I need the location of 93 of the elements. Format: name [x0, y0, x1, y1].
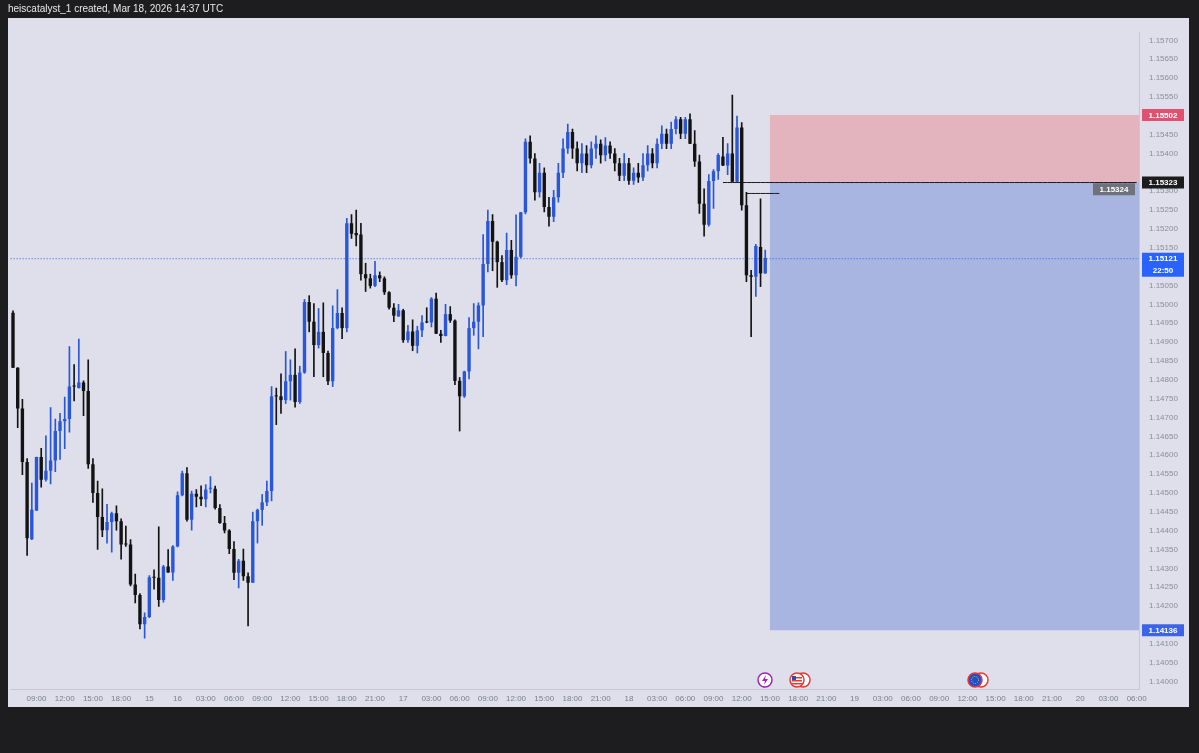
candlestick: [246, 572, 250, 627]
candlestick: [166, 549, 170, 573]
x-tick-label: 12:00: [54, 694, 76, 703]
y-tick-label: 1.14700: [1149, 412, 1179, 422]
y-tick-label: 1.14400: [1149, 525, 1179, 535]
candlestick: [77, 338, 81, 389]
y-tick-label: 1.15550: [1149, 92, 1179, 102]
x-tick-label: 09:00: [477, 694, 499, 703]
x-tick-label: 21:00: [816, 694, 837, 703]
x-tick-label: 15:00: [82, 694, 104, 703]
candlestick: [110, 511, 114, 553]
x-tick-label: 16: [173, 694, 183, 703]
y-tick-label: 1.14000: [1149, 676, 1179, 686]
x-tick-label: 15:00: [759, 694, 781, 703]
x-tick-label: 06:00: [900, 694, 922, 703]
x-tick-label: 06:00: [449, 694, 471, 703]
y-tick-label: 1.14350: [1149, 544, 1179, 554]
y-tick-label: 1.14136: [1148, 625, 1179, 635]
y-tick-label: 1.15000: [1149, 299, 1179, 309]
y-tick-label: 1.14500: [1149, 488, 1179, 498]
y-tick-label: 1.14750: [1149, 393, 1179, 403]
x-tick-label: 09:00: [26, 694, 48, 703]
y-tick-label: 1.15300: [1149, 186, 1179, 196]
y-tick-label: 1.14200: [1149, 601, 1179, 611]
y-tick-label: 1.15700: [1149, 35, 1179, 45]
y-tick-label: 1.14850: [1149, 356, 1179, 366]
x-tick-label: 21:00: [365, 694, 386, 703]
x-tick-label: 12:00: [957, 694, 978, 703]
y-tick-label: 1.14250: [1149, 582, 1179, 592]
band-label: 1.15324: [1099, 184, 1130, 194]
candlestick: [72, 364, 76, 402]
y-tick-label: 1.14050: [1149, 657, 1179, 667]
chart-title: heiscatalyst_1 created, Mar 18, 2026 14:37 UTC: [8, 3, 224, 14]
x-tick-label: 03:00: [872, 694, 894, 703]
y-tick-label: 1.15323: [1148, 178, 1179, 188]
y-tick-label: 1.14450: [1149, 506, 1179, 516]
candlestick: [425, 307, 429, 324]
x-tick-label: 20: [1075, 694, 1086, 703]
x-tick-label: 15: [144, 694, 155, 703]
candlestick: [279, 373, 283, 414]
y-tick-label: 1.14100: [1149, 638, 1179, 648]
x-tick-label: 03:00: [1098, 694, 1119, 703]
x-tick-label: 15:00: [308, 694, 330, 703]
y-tick-label: 1.14550: [1149, 469, 1179, 479]
candlestick: [105, 503, 109, 544]
candlestick: [260, 494, 264, 526]
x-tick-label: 03:00: [647, 694, 668, 703]
x-tick-label: 18:00: [788, 694, 809, 703]
x-tick-label: 09:00: [252, 694, 273, 703]
x-tick-label: 18:00: [111, 694, 132, 703]
x-tick-label: 12:00: [506, 694, 527, 703]
x-tick-label: 15:00: [534, 694, 555, 703]
x-tick-label: 06:00: [223, 694, 245, 703]
y-tick-label: 1.14950: [1149, 318, 1179, 328]
x-tick-label: 06:00: [1126, 694, 1148, 703]
x-tick-label: 18: [624, 694, 634, 703]
y-tick-label: 1.14800: [1149, 374, 1179, 384]
x-tick-label: 18:00: [336, 694, 358, 703]
candlestick: [44, 435, 48, 482]
x-tick-label: 21:00: [1042, 694, 1063, 703]
y-tick-label: 1.14300: [1149, 563, 1179, 573]
x-tick-label: 19: [850, 694, 860, 703]
y-tick-label: 1.15400: [1149, 148, 1179, 158]
y-tick-label: 1.15650: [1149, 54, 1179, 64]
candlestick: [58, 412, 62, 460]
candlestick: [152, 569, 156, 590]
x-tick-label: 12:00: [731, 694, 753, 703]
y-tick-label: 1.15600: [1149, 73, 1179, 83]
candlestick: [749, 270, 753, 338]
candlestick: [594, 135, 598, 159]
x-tick-label: 06:00: [675, 694, 696, 703]
x-tick-label: 03:00: [195, 694, 217, 703]
ref-line-label: 1.15121 22:50: [1148, 254, 1179, 276]
candlestick: [274, 387, 278, 425]
y-tick-label: 1.15150: [1149, 242, 1179, 252]
x-tick-label: 12:00: [280, 694, 301, 703]
x-tick-label: 21:00: [590, 694, 612, 703]
x-tick-label: 15:00: [985, 694, 1007, 703]
x-tick-label: 18:00: [562, 694, 584, 703]
x-tick-label: 17: [398, 694, 409, 703]
x-tick-label: 09:00: [703, 694, 725, 703]
y-tick-label: 1.14650: [1149, 431, 1179, 441]
y-tick-label: 1.15450: [1149, 129, 1179, 139]
y-tick-label: 1.15502: [1148, 110, 1179, 120]
y-tick-label: 1.14900: [1149, 337, 1179, 347]
candlestick: [439, 330, 443, 343]
y-tick-label: 1.15200: [1149, 224, 1179, 234]
x-tick-label: 09:00: [929, 694, 950, 703]
y-tick-label: 1.14600: [1149, 450, 1179, 460]
x-tick-label: 18:00: [1013, 694, 1035, 703]
y-tick-label: 1.15250: [1149, 205, 1179, 215]
x-tick-label: 03:00: [421, 694, 442, 703]
y-tick-label: 1.15050: [1149, 280, 1179, 290]
